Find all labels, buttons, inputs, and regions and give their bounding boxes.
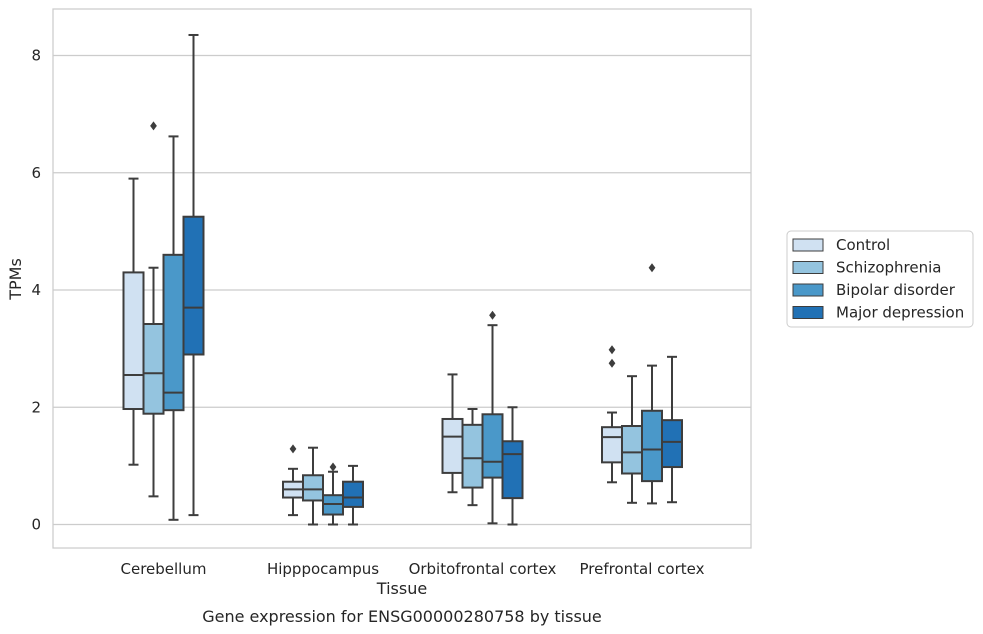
box-iqr <box>342 480 364 508</box>
box-iqr <box>641 409 663 483</box>
box-bipolar-disorder-2 <box>481 310 504 525</box>
outlier-point <box>289 444 297 454</box>
outlier-point <box>648 263 656 273</box>
box-iqr <box>461 423 484 489</box>
boxes-layer <box>122 33 683 526</box>
box-schizophrenia-1 <box>302 446 324 526</box>
legend-item-control: Control <box>792 236 890 254</box>
box-major-depression-0 <box>182 33 205 517</box>
box-iqr <box>441 417 464 474</box>
box-iqr <box>601 426 623 464</box>
box-schizophrenia-2 <box>461 408 484 507</box>
box-control-3 <box>601 345 623 484</box>
y-axis-label: TPMs <box>6 258 25 301</box>
y-tick-label: 8 <box>31 47 41 65</box>
box-iqr <box>142 323 165 415</box>
legend-swatch <box>792 283 824 297</box>
box-iqr <box>182 215 205 356</box>
y-tick-label: 4 <box>31 281 41 299</box>
box-iqr <box>501 440 524 500</box>
box-schizophrenia-3 <box>621 375 643 504</box>
legend-frame <box>786 230 974 328</box>
y-tick-label: 0 <box>31 516 41 534</box>
box-iqr <box>302 474 324 502</box>
y-tick-label: 2 <box>31 398 41 416</box>
chart-caption: Gene expression for ENSG00000280758 by t… <box>202 607 602 626</box>
box-control-0 <box>122 177 145 466</box>
outlier-point <box>608 358 616 368</box>
x-tick-label: Hipppocampus <box>267 560 379 578</box>
x-axis-label: Tissue <box>376 579 427 598</box>
legend-items: Control Schizophrenia Bipolar disorder Majo… <box>792 236 964 322</box>
legend-label: Bipolar disorder <box>836 281 956 299</box>
legend-item-major-depression: Major depression <box>792 304 964 322</box>
box-bipolar-disorder-3 <box>641 263 663 505</box>
box-control-2 <box>441 373 464 494</box>
box-major-depression-2 <box>501 406 524 526</box>
box-iqr <box>661 419 683 469</box>
box-major-depression-3 <box>661 355 683 504</box>
x-tick-label: Prefrontal cortex <box>580 560 705 578</box>
legend-swatch <box>792 306 824 319</box>
box-bipolar-disorder-1 <box>322 462 344 526</box>
box-iqr <box>122 271 145 411</box>
box-bipolar-disorder-0 <box>162 135 185 521</box>
legend-swatch <box>792 238 824 252</box>
x-axis-ticks: Cerebellum Hipppocampus Orbitofrontal cort… <box>121 560 705 578</box>
box-iqr <box>481 413 504 479</box>
outlier-point <box>329 462 337 472</box>
x-tick-label: Cerebellum <box>121 560 207 578</box>
legend-swatch <box>792 261 824 274</box>
y-axis-ticks: 0 2 4 6 8 <box>31 47 41 534</box>
plot-area-frame <box>52 8 752 549</box>
y-tick-label: 6 <box>31 164 41 182</box>
box-iqr <box>162 253 185 412</box>
outlier-point <box>608 345 616 355</box>
box-iqr <box>621 425 643 475</box>
legend-item-bipolar-disorder: Bipolar disorder <box>792 281 956 299</box>
box-major-depression-1 <box>342 464 364 526</box>
outlier-point <box>150 121 157 131</box>
box-schizophrenia-0 <box>142 121 165 498</box>
outlier-point <box>489 310 496 320</box>
legend-item-schizophrenia: Schizophrenia <box>792 259 941 277</box>
legend-label: Schizophrenia <box>836 259 941 277</box>
legend-label: Major depression <box>836 304 964 322</box>
box-control-1 <box>282 444 304 517</box>
x-tick-label: Orbitofrontal cortex <box>409 560 557 578</box>
legend: Control Schizophrenia Bipolar disorder Majo… <box>786 230 974 328</box>
legend-label: Control <box>836 236 890 254</box>
